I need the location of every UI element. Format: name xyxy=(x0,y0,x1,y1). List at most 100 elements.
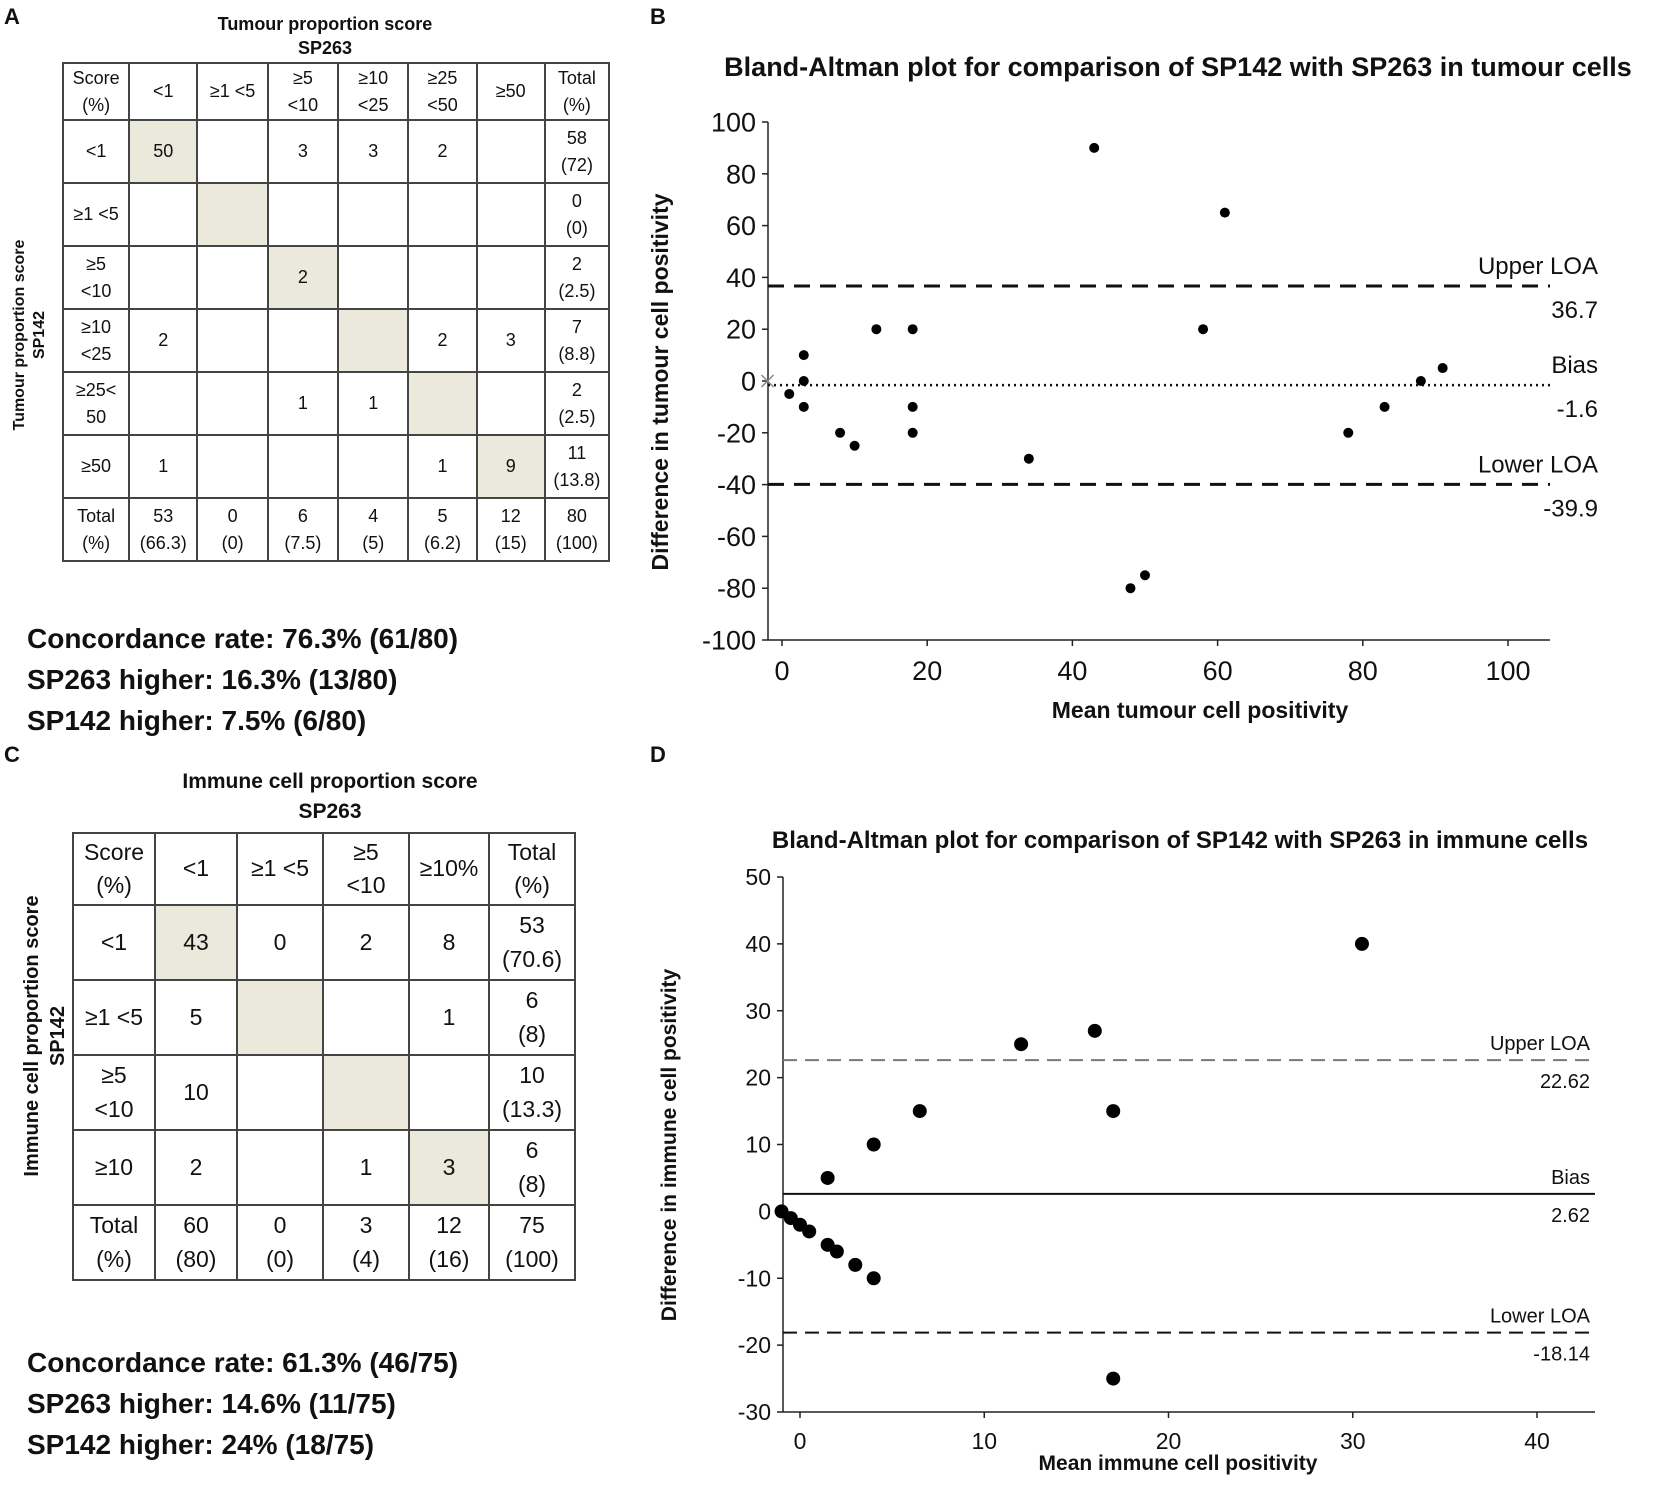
table-cell xyxy=(407,245,478,310)
table-cell: 3 xyxy=(266,119,340,184)
table-cell xyxy=(408,1054,490,1131)
y-tick-label: -80 xyxy=(717,574,756,604)
table-row-label: ≥5 <10 xyxy=(72,1054,156,1131)
cell-text: 3 xyxy=(368,141,379,162)
x-tick-label: 0 xyxy=(794,1428,807,1454)
table-cell xyxy=(337,245,410,310)
data-point xyxy=(1125,583,1136,594)
data-point xyxy=(829,1244,844,1259)
cell-text: Total xyxy=(77,506,116,527)
cell-text: (70.6) xyxy=(501,945,563,972)
table-cell: 53 (66.3) xyxy=(128,497,199,562)
table-header-cell: <1 xyxy=(128,62,199,121)
table-cell: 2 (2.5) xyxy=(543,245,611,310)
table-cell: 7 (8.8) xyxy=(543,308,611,373)
table-header-cell: Score (%) xyxy=(61,62,131,121)
cell-text: (0) xyxy=(265,1245,295,1272)
panel-label-b: B xyxy=(650,4,666,29)
y-tick-label: 80 xyxy=(726,159,756,189)
reference-line-label: Bias xyxy=(1551,1167,1590,1189)
reference-line-label: Lower LOA xyxy=(1478,451,1598,478)
cell-text: 4 xyxy=(368,506,379,527)
reference-line-label: Lower LOA xyxy=(1490,1306,1591,1328)
x-tick-label: 100 xyxy=(1485,656,1530,686)
cell-text: 2 xyxy=(571,254,582,275)
cell-text: 2 xyxy=(158,330,169,351)
table-header-cell: Total (%) xyxy=(488,832,576,906)
y-tick-label: 100 xyxy=(711,107,756,137)
table-cell: 2 (2.5) xyxy=(543,371,611,436)
cell-text: Score xyxy=(83,838,145,865)
table-cell: 58 (72) xyxy=(543,119,611,184)
cell-text: (%) xyxy=(82,532,111,553)
table-cell: 6 (8) xyxy=(488,979,576,1056)
reference-line-value: 2.62 xyxy=(1551,1205,1590,1227)
table-cell xyxy=(128,371,199,436)
cell-text: (%) xyxy=(96,872,132,898)
table-cell xyxy=(236,979,324,1056)
cell-text: (80) xyxy=(175,1245,217,1272)
table-a-title-line1: Tumour proportion score xyxy=(217,14,433,34)
cell-text: (15) xyxy=(494,532,527,553)
y-tick-label: 50 xyxy=(745,864,771,890)
table-row-label: ≥5 <10 xyxy=(61,245,131,310)
cell-text: 6 xyxy=(297,506,308,527)
y-tick-label: -60 xyxy=(717,522,756,552)
table-row: ≥5 <10 2 2 (2.5) xyxy=(61,245,611,310)
data-point xyxy=(1087,1023,1102,1038)
cell-text: ≥1 <5 xyxy=(209,81,256,102)
cell-text: 8 xyxy=(442,928,456,955)
confusion-table-immune: Score (%) <1 ≥1 <5 ≥5 <10 ≥10% Total (%) <1 43 0 2 8 5… xyxy=(72,832,576,1281)
table-cell: 11 (13.8) xyxy=(543,434,611,499)
cell-text: <10 xyxy=(287,94,319,115)
table-a-summary: Concordance rate: 76.3% (61/80) SP263 hig… xyxy=(27,618,458,741)
table-header-cell: ≥25 <50 xyxy=(407,62,478,121)
cell-text: 5 xyxy=(437,506,448,527)
table-row: ≥1 <5 0 (0) xyxy=(61,182,611,247)
cell-text: 1 xyxy=(437,456,448,477)
table-row-label: Total (%) xyxy=(72,1204,156,1281)
cell-text: ≥5 xyxy=(86,254,107,275)
data-point xyxy=(835,427,846,438)
reference-line-value: -39.9 xyxy=(1543,495,1598,522)
table-row-label: <1 xyxy=(72,904,156,981)
y-tick-label: -30 xyxy=(738,1399,771,1425)
cell-text: 80 xyxy=(566,506,587,527)
y-tick-label: 20 xyxy=(745,1065,771,1091)
table-cell: 50 xyxy=(128,119,199,184)
table-cell xyxy=(196,308,269,373)
cell-text: ≥5 xyxy=(101,1062,127,1089)
cell-text: (16) xyxy=(428,1245,470,1272)
table-cell xyxy=(196,245,269,310)
cell-text: 3 xyxy=(297,141,308,162)
cell-text: <1 xyxy=(153,81,174,102)
table-cell: 10 xyxy=(154,1054,238,1131)
table-cell: 53 (70.6) xyxy=(488,904,576,981)
cell-text: (8) xyxy=(517,1170,547,1197)
table-cell: 4 (5) xyxy=(337,497,410,562)
table-row: Total (%) 60 (80) 0 (0) 3 (4) 12 (16) 75 (100) xyxy=(72,1204,576,1281)
table-header-cell: ≥1 <5 xyxy=(236,832,324,906)
table-cell: 80 (100) xyxy=(543,497,611,562)
table-row-label: <1 xyxy=(61,119,131,184)
y-tick-label: -20 xyxy=(738,1332,771,1358)
table-cell: 12 (15) xyxy=(475,497,546,562)
table-row: ≥5 <10 10 10 (13.3) xyxy=(72,1054,576,1131)
data-point xyxy=(1219,207,1230,218)
table-cell xyxy=(236,1054,324,1131)
y-tick-label: 40 xyxy=(726,263,756,293)
confusion-table-tumour: Score (%) <1 ≥1 <5 ≥5 <10 ≥10 <25 ≥25 <50 ≥50 Total… xyxy=(61,62,611,562)
cell-text: 0 xyxy=(273,928,287,955)
table-cell: 2 xyxy=(407,119,478,184)
cell-text: 10 xyxy=(519,1062,545,1089)
reference-line-label: Upper LOA xyxy=(1490,1033,1591,1055)
cell-text: (2.5) xyxy=(558,280,596,301)
table-cell: 5 (6.2) xyxy=(407,497,478,562)
table-cell xyxy=(266,434,340,499)
table-cell: 60 (80) xyxy=(154,1204,238,1281)
cell-text: (7.5) xyxy=(284,532,322,553)
table-a-title-line2: SP263 xyxy=(297,38,353,58)
cell-text: 43 xyxy=(183,928,209,955)
cell-text: 60 xyxy=(183,1212,209,1239)
cell-text: 9 xyxy=(505,456,516,477)
